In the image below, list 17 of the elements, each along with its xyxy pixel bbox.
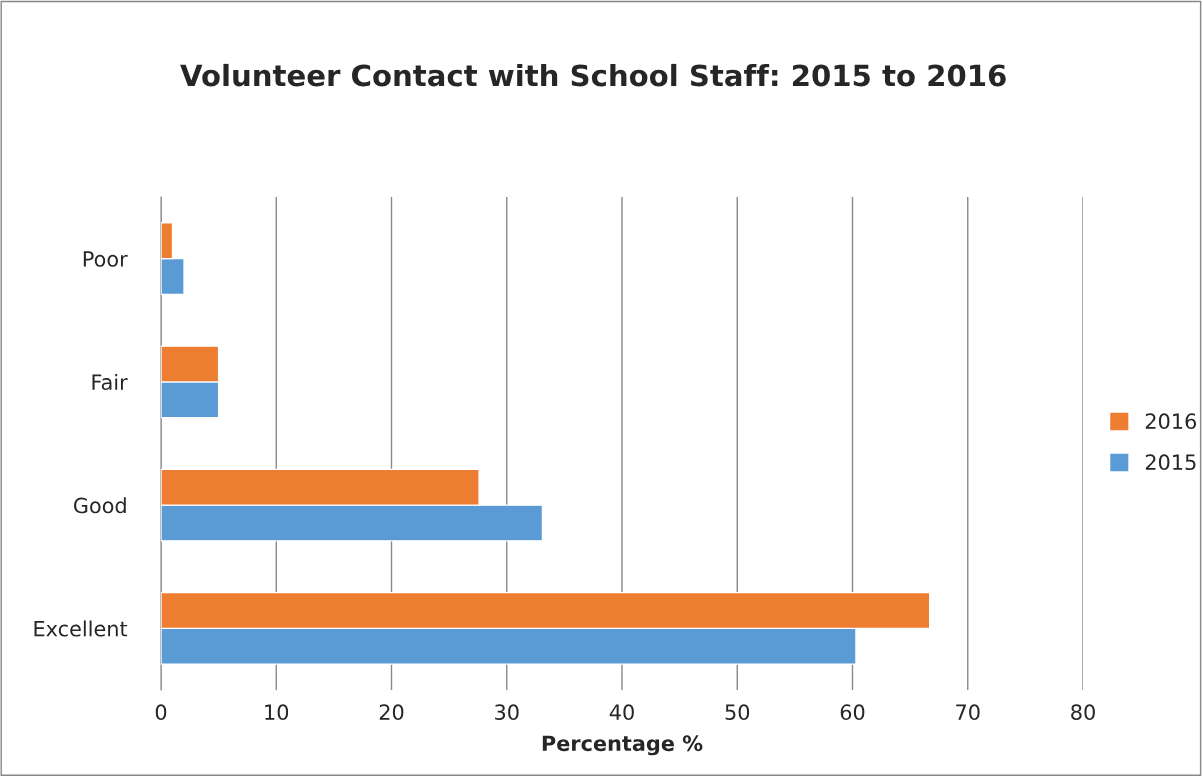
- x-axis-title: Percentage %: [542, 735, 703, 756]
- x-tick-label: 80: [1071, 704, 1095, 721]
- x-tick-label: 20: [379, 704, 404, 721]
- x-tick-label: 40: [609, 704, 634, 721]
- y-tick-label: Excellent: [34, 620, 128, 637]
- chart-title: Volunteer Contact with School Staff: 2015 to 2016: [180, 63, 1006, 87]
- legend-label: 2015: [1145, 454, 1196, 471]
- x-tick-label: 0: [155, 704, 167, 721]
- x-tick-label: 70: [956, 704, 980, 721]
- x-tick-label: 60: [840, 704, 865, 721]
- legend-label: 2016: [1145, 413, 1197, 430]
- y-tick-label: Poor: [83, 251, 128, 267]
- x-tick-label: 30: [495, 704, 519, 721]
- x-tick-label: 10: [265, 704, 289, 721]
- x-tick-label: 50: [725, 704, 750, 721]
- y-tick-label: Fair: [92, 373, 128, 391]
- y-tick-label: Good: [73, 497, 126, 514]
